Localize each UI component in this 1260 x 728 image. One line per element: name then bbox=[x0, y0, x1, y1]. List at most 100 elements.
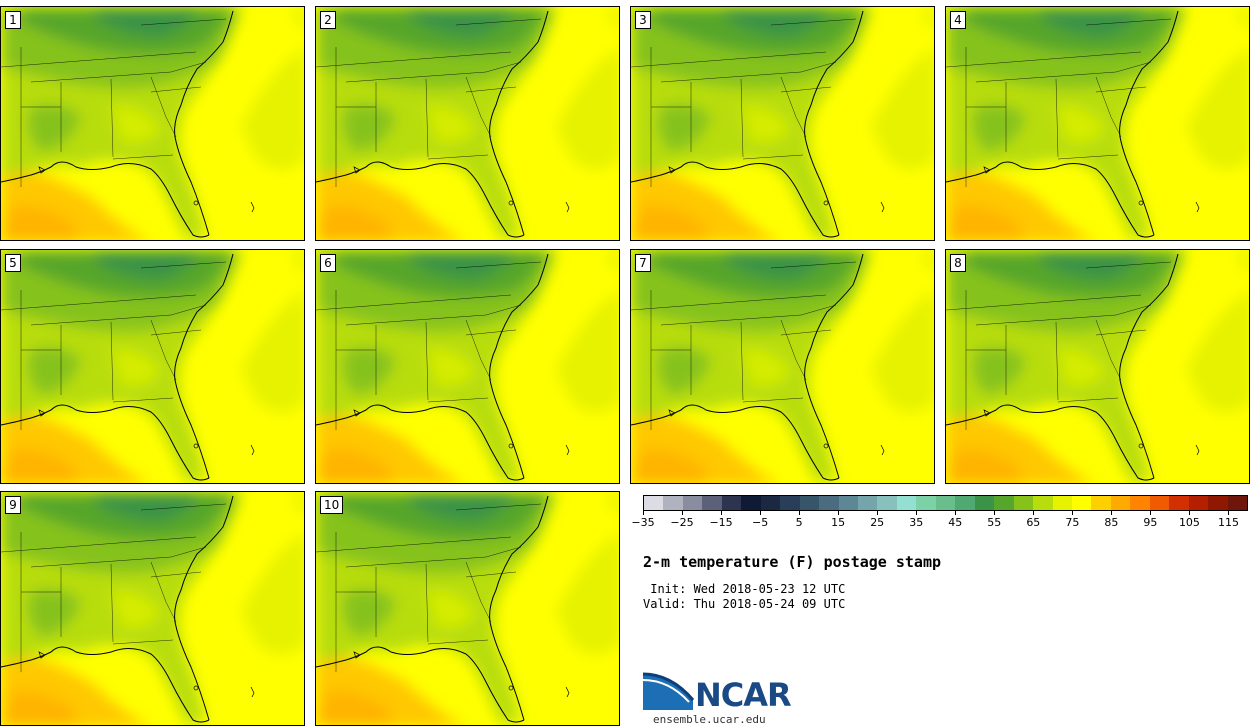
stamp-panel-3[interactable]: 3 bbox=[630, 6, 935, 241]
colorbar-tick bbox=[643, 511, 644, 515]
colorbar-tick-label: −5 bbox=[751, 516, 769, 529]
colorbar-swatch bbox=[682, 496, 703, 510]
stamp-panel-4[interactable]: 4 bbox=[945, 6, 1250, 241]
stamp-panel-9[interactable]: 9 bbox=[0, 491, 305, 726]
ncar-logo: NCAR bbox=[642, 670, 793, 714]
stamp-panel-5[interactable]: 5 bbox=[0, 249, 305, 484]
colorbar-tick-label: 85 bbox=[1104, 516, 1119, 529]
colorbar-tick-label: 15 bbox=[831, 516, 846, 529]
colorbar-swatch bbox=[760, 496, 781, 510]
temperature-map bbox=[631, 7, 934, 240]
colorbar-swatch bbox=[1130, 496, 1150, 510]
colorbar-tick bbox=[682, 511, 684, 515]
colorbar-swatch bbox=[780, 496, 800, 510]
colorbar-tick bbox=[1111, 511, 1113, 515]
colorbar-swatch bbox=[935, 496, 956, 510]
temperature-map bbox=[631, 250, 934, 483]
colorbar-tick-label: −35 bbox=[631, 516, 655, 529]
colorbar-tick bbox=[955, 511, 957, 515]
colorbar-tick bbox=[1033, 511, 1035, 515]
colorbar-swatch bbox=[741, 496, 761, 510]
colorbar-swatch bbox=[1110, 496, 1131, 510]
ncar-swoosh-icon bbox=[642, 672, 695, 710]
colorbar-tick-label: 95 bbox=[1143, 516, 1158, 529]
stamp-panel-8[interactable]: 8 bbox=[945, 249, 1250, 484]
colorbar-swatch bbox=[1013, 496, 1034, 510]
colorbar-tick-label: 45 bbox=[948, 516, 963, 529]
colorbar-tick bbox=[838, 511, 840, 515]
stamp-number: 5 bbox=[5, 254, 21, 272]
colorbar-tick bbox=[1189, 511, 1191, 515]
temperature-map bbox=[1, 7, 304, 240]
colorbar-swatch bbox=[702, 496, 722, 510]
stamp-panel-10[interactable]: 10 bbox=[315, 491, 620, 726]
colorbar-tick-label: 25 bbox=[870, 516, 885, 529]
colorbar-swatch bbox=[1052, 496, 1072, 510]
colorbar-tick-label: −15 bbox=[709, 516, 733, 529]
colorbar-swatch bbox=[1149, 496, 1170, 510]
colorbar-tick-label: −25 bbox=[670, 516, 694, 529]
logo-text: NCAR bbox=[695, 676, 792, 714]
stamp-panel-6[interactable]: 6 bbox=[315, 249, 620, 484]
stamp-number: 8 bbox=[950, 254, 966, 272]
colorbar-swatch bbox=[838, 496, 858, 510]
temperature-map bbox=[316, 492, 619, 725]
stamp-number: 2 bbox=[320, 11, 336, 29]
colorbar-tick-label: 35 bbox=[909, 516, 924, 529]
colorbar-tick bbox=[994, 511, 996, 515]
colorbar-swatch bbox=[1033, 496, 1053, 510]
colorbar-tick bbox=[1072, 511, 1074, 515]
colorbar-swatch bbox=[916, 496, 936, 510]
stamp-number: 9 bbox=[5, 496, 21, 514]
temperature-map bbox=[316, 7, 619, 240]
stamp-number: 3 bbox=[635, 11, 651, 29]
colorbar-swatch bbox=[1169, 496, 1189, 510]
valid-time: Valid: Thu 2018-05-24 09 UTC bbox=[643, 597, 846, 611]
stamp-number: 7 bbox=[635, 254, 651, 272]
temperature-map bbox=[946, 250, 1249, 483]
temperature-colorbar bbox=[643, 495, 1248, 511]
site-url[interactable]: ensemble.ucar.edu bbox=[653, 713, 766, 726]
colorbar-swatch bbox=[1091, 496, 1111, 510]
colorbar-tick-label: 65 bbox=[1026, 516, 1041, 529]
temperature-map bbox=[1, 250, 304, 483]
colorbar-swatch bbox=[1071, 496, 1092, 510]
colorbar-swatch bbox=[857, 496, 878, 510]
colorbar-ticks: −35 −25 −15 −5 5 15 25 35 45 55 65 75 85 95 105 115 bbox=[631, 511, 1248, 531]
stamp-panel-7[interactable]: 7 bbox=[630, 249, 935, 484]
temperature-map bbox=[946, 7, 1249, 240]
colorbar-swatch bbox=[1188, 496, 1209, 510]
colorbar-swatch bbox=[974, 496, 995, 510]
stamp-number: 10 bbox=[320, 496, 344, 514]
stamp-number: 4 bbox=[950, 11, 966, 29]
stamp-number: 6 bbox=[320, 254, 336, 272]
stamp-number: 1 bbox=[5, 11, 21, 29]
colorbar-swatch bbox=[955, 496, 975, 510]
colorbar-swatch bbox=[663, 496, 683, 510]
stamp-panel-2[interactable]: 2 bbox=[315, 6, 620, 241]
colorbar-swatch bbox=[896, 496, 917, 510]
colorbar-swatch bbox=[1208, 496, 1228, 510]
colorbar-swatch bbox=[721, 496, 742, 510]
colorbar-tick-label: 75 bbox=[1065, 516, 1080, 529]
colorbar-tick bbox=[760, 511, 762, 515]
colorbar-swatch bbox=[644, 496, 664, 510]
colorbar-swatch bbox=[1227, 496, 1248, 510]
init-time: Init: Wed 2018-05-23 12 UTC bbox=[643, 582, 846, 596]
colorbar-tick-label: 115 bbox=[1217, 516, 1239, 529]
colorbar-swatch bbox=[799, 496, 820, 510]
colorbar-tick bbox=[1228, 511, 1230, 515]
colorbar-tick-label: 5 bbox=[795, 516, 803, 529]
colorbar-swatch bbox=[819, 496, 839, 510]
map-title: 2-m temperature (F) postage stamp bbox=[643, 553, 942, 571]
colorbar-tick bbox=[721, 511, 723, 515]
colorbar-tick bbox=[877, 511, 879, 515]
stamp-panel-1[interactable]: 1 bbox=[0, 6, 305, 241]
colorbar-tick-label: 105 bbox=[1178, 516, 1200, 529]
colorbar-tick bbox=[916, 511, 918, 515]
colorbar-swatch bbox=[994, 496, 1014, 510]
colorbar-tick-label: 55 bbox=[987, 516, 1002, 529]
temperature-map bbox=[316, 250, 619, 483]
colorbar-swatch bbox=[877, 496, 897, 510]
temperature-map bbox=[1, 492, 304, 725]
